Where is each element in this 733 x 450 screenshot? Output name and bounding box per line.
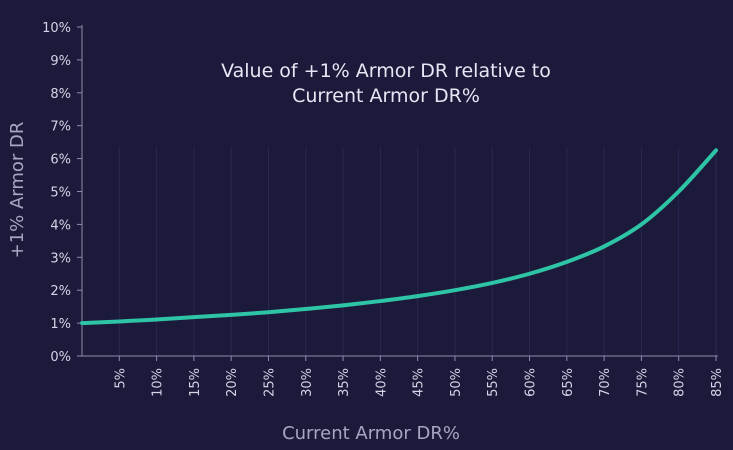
y-tick-label: 2% — [50, 284, 71, 299]
y-tick-label: 1% — [50, 317, 71, 332]
x-tick-label: 30% — [300, 368, 315, 397]
y-tick-label: 8% — [50, 87, 71, 102]
y-axis-ticks: 0% 1% 2% 3% 4% 5% 6% 7% 8% 9% 10% — [42, 21, 82, 365]
y-tick-label: 10% — [42, 21, 71, 36]
x-tick-label: 60% — [524, 368, 539, 397]
x-tick-label: 5% — [113, 368, 128, 389]
x-tick-label: 25% — [262, 368, 277, 397]
x-tick-label: 75% — [635, 368, 650, 397]
y-axis-title: +1% Armor DR — [7, 122, 28, 259]
y-tick-label: 3% — [50, 251, 71, 266]
x-tick-label: 35% — [337, 368, 352, 397]
y-tick-label: 7% — [50, 120, 71, 135]
series-layer — [80, 148, 718, 326]
y-tick-label: 4% — [50, 218, 71, 233]
x-tick-label: 10% — [151, 368, 166, 397]
y-tick-label: 0% — [50, 350, 71, 365]
gridlines — [118, 147, 717, 356]
y-tick-label: 5% — [50, 186, 71, 201]
x-tick-label: 65% — [561, 368, 576, 397]
x-tick-label: 15% — [188, 368, 203, 397]
x-tick-label: 20% — [225, 368, 240, 397]
chart-title-line-2: Current Armor DR% — [292, 85, 480, 107]
chart-title-line-1: Value of +1% Armor DR relative to — [221, 60, 551, 82]
x-axis-title: Current Armor DR% — [282, 423, 460, 444]
y-tick-label: 9% — [50, 54, 71, 69]
x-tick-label: 40% — [374, 368, 389, 397]
x-tick-label: 80% — [673, 368, 688, 397]
x-tick-label: 85% — [710, 368, 725, 397]
x-tick-label: 50% — [449, 368, 464, 397]
series-line — [80, 148, 718, 326]
x-axis-ticks: 5% 10% 15% 20% 25% 30% 35% 40% 45% 50% 55% 60% 65% 70… — [113, 356, 725, 397]
x-tick-label: 45% — [412, 368, 427, 397]
x-tick-label: 55% — [486, 368, 501, 397]
x-tick-label: 70% — [598, 368, 613, 397]
y-tick-label: 6% — [50, 153, 71, 168]
